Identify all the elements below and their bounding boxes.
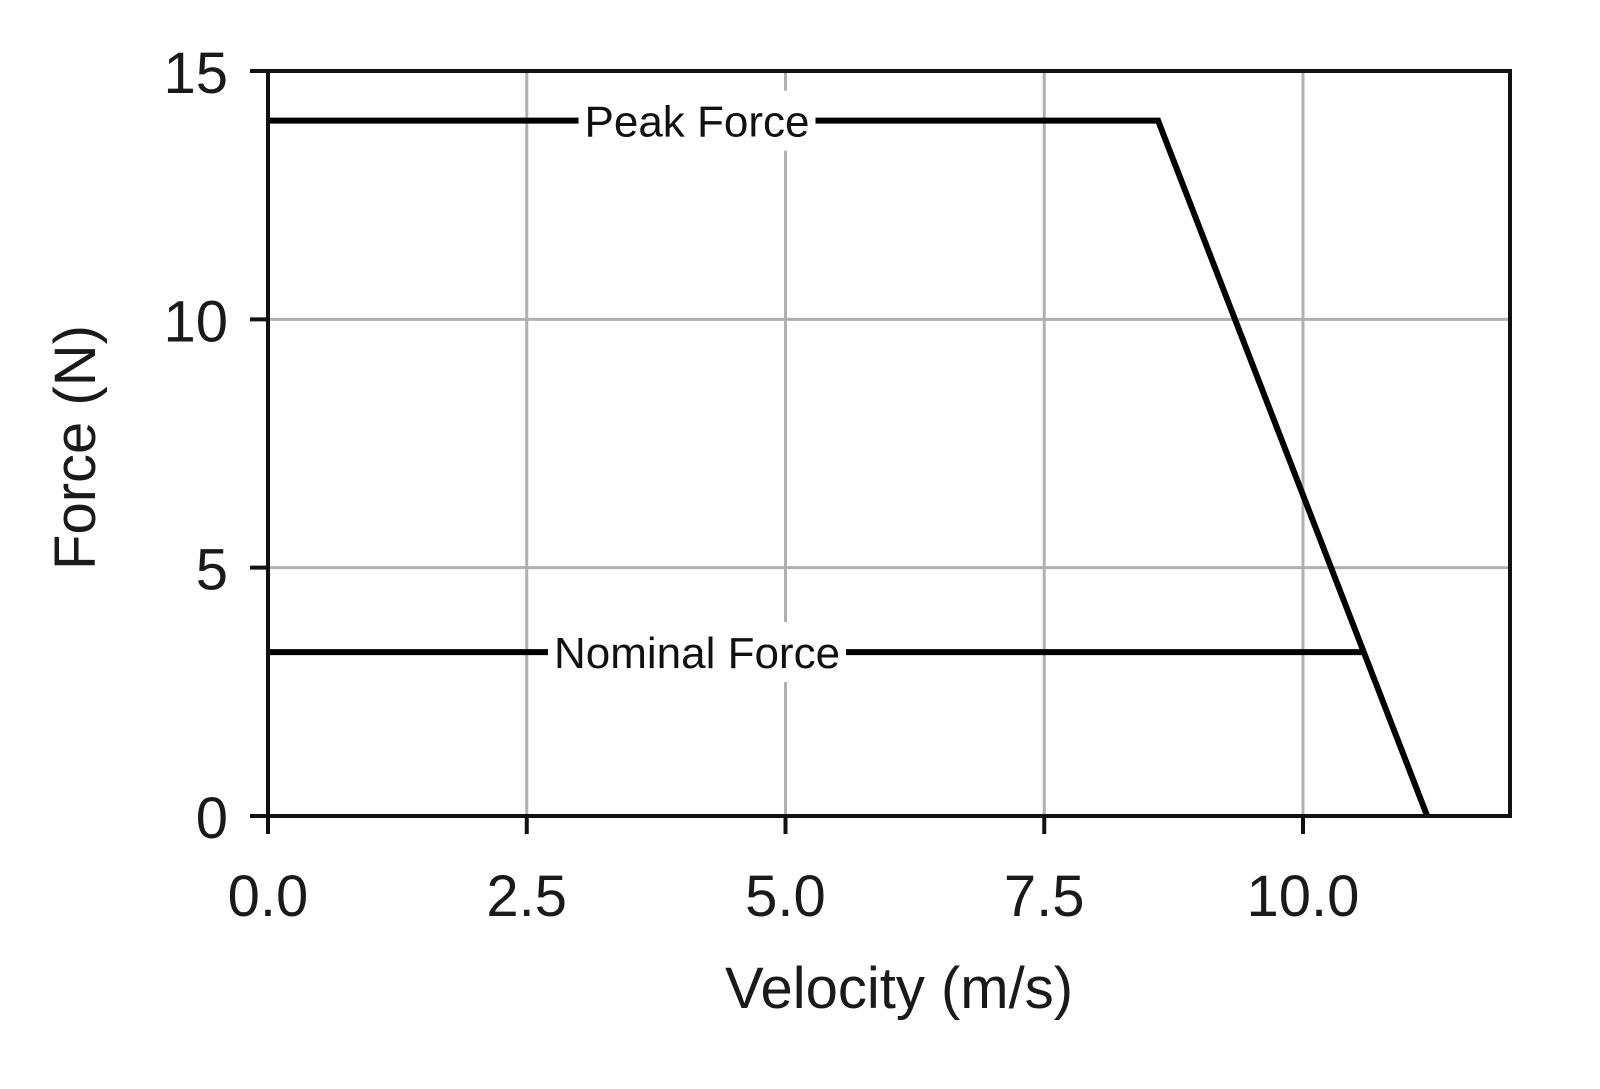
y-tick-label: 10 [163,289,228,354]
x-tick-label: 7.5 [1004,864,1085,929]
x-tick-label: 2.5 [486,864,567,929]
x-tick-label: 0.0 [228,864,309,929]
y-tick-label: 0 [196,786,228,851]
y-tick-label: 15 [163,41,228,106]
y-axis-title: Force (N) [43,325,108,570]
x-axis-ticks: 0.0 2.5 5.0 7.5 10.0 [228,816,1360,929]
line-label: Peak Force [585,98,810,147]
series-line-peak-force [268,117,1430,818]
x-axis-title: Velocity (m/s) [725,956,1073,1021]
line-label-background [547,622,847,683]
line-label-background [578,90,816,151]
y-axis-ticks: 0 5 10 15 [163,41,268,851]
series-group: Peak Force Nominal Force [268,90,1430,818]
x-tick-label: 10.0 [1247,864,1360,929]
x-tick-label: 5.0 [745,864,826,929]
grid-lines [266,69,1510,818]
y-tick-label: 5 [196,538,228,603]
line-label: Nominal Force [554,629,840,678]
plot-frame [266,69,1512,818]
